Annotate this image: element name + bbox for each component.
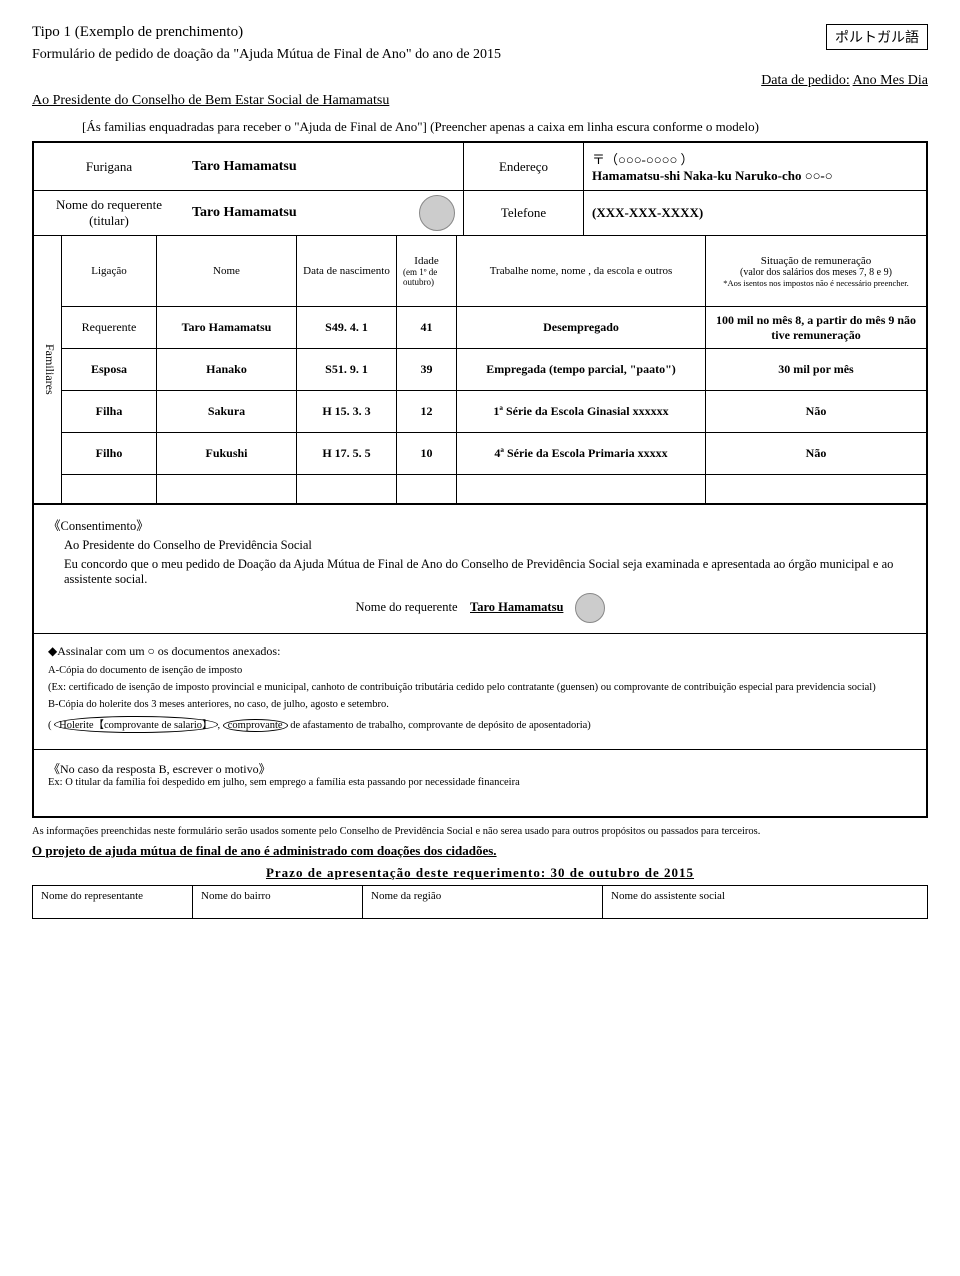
col-idade-1: Idade: [414, 255, 438, 267]
table-row: [157, 475, 297, 503]
nome-label-2: (titular): [89, 213, 129, 229]
table-row: Taro Hamamatsu: [157, 307, 297, 348]
endereco-label: Endereço: [464, 143, 584, 190]
col-trabalho: Trabalhe nome, nome , da escola e outros: [457, 236, 706, 306]
table-row: Fukushi: [157, 433, 297, 474]
bcell-regiao: Nome da região: [363, 886, 603, 918]
date-label: Data de pedido:: [761, 73, 850, 88]
presidente-line: Ao Presidente do Conselho de Bem Estar S…: [32, 93, 928, 109]
table-row: Hanako: [157, 349, 297, 390]
table-row: 10: [397, 433, 457, 474]
docs-b-note: ( Holerite【comprovante de salario】, comp…: [48, 716, 912, 733]
table-row: Filho: [62, 433, 157, 474]
motivo-title: 《No caso da resposta B, escrever o motiv…: [48, 760, 912, 777]
col-data: Data de nascimento: [297, 236, 397, 306]
tipo-label: Tipo 1 (Exemplo de prenchimento): [32, 24, 501, 41]
col-ligacao: Ligação: [62, 236, 157, 306]
table-row: Filha: [62, 391, 157, 432]
oval-mark: Holerite【comprovante de salario】: [54, 716, 217, 733]
oval-mark: comprovante: [223, 719, 288, 732]
table-row: 39: [397, 349, 457, 390]
table-row: Não: [706, 433, 926, 474]
tel-value: (XXX-XXX-XXXX): [584, 191, 926, 235]
date-line: Data de pedido: Ano Mes Dia: [32, 73, 928, 89]
consent-title: 《Consentimento》: [48, 515, 912, 534]
table-row: H 15. 3. 3: [297, 391, 397, 432]
table-row: 4ª Série da Escola Primaria xxxxx: [457, 433, 706, 474]
address-value: Hamamatsu-shi Naka-ku Naruko-cho ○○-○: [592, 168, 833, 184]
bottom-table: Nome do representante Nome do bairro Nom…: [32, 885, 928, 919]
col-nome: Nome: [157, 236, 297, 306]
consent-l1: Ao Presidente do Conselho de Previdência…: [64, 538, 912, 553]
nome-label-1: Nome do requerente: [56, 197, 162, 213]
bcell-representante: Nome do representante: [33, 886, 193, 918]
main-form-box: Furigana Taro Hamamatsu Endereço 〒（○○○-○…: [32, 141, 928, 505]
col-sit-3: *Aos isentos nos impostos não é necessár…: [723, 278, 909, 288]
table-row: Requerente: [62, 307, 157, 348]
col-sit-1: Situação de remuneração: [761, 255, 872, 267]
consent-box: 《Consentimento》 Ao Presidente do Conselh…: [32, 505, 928, 634]
seal-icon: [575, 593, 605, 623]
table-row: Esposa: [62, 349, 157, 390]
table-row: [297, 475, 397, 503]
tel-label: Telefone: [464, 191, 584, 235]
docs-a: A-Cópia do documento de isenção de impos…: [48, 665, 912, 676]
familiares-side-label: Familiares: [34, 236, 62, 503]
table-row: 1ª Série da Escola Ginasial xxxxxx: [457, 391, 706, 432]
table-row: 41: [397, 307, 457, 348]
table-row: 30 mil por mês: [706, 349, 926, 390]
consent-name-value: Taro Hamamatsu: [470, 600, 563, 614]
subtitle: [Ás familias enquadradas para receber o …: [82, 119, 928, 135]
docs-a-note: (Ex: certificado de isenção de imposto p…: [48, 682, 912, 693]
bcell-bairro: Nome do bairro: [193, 886, 363, 918]
table-row: Sakura: [157, 391, 297, 432]
furigana-value: Taro Hamamatsu: [184, 143, 464, 190]
postal-value: 〒（○○○-○○○○ ）: [592, 149, 694, 168]
table-row: Desempregado: [457, 307, 706, 348]
table-row: 100 mil no mês 8, a partir do mês 9 não …: [706, 307, 926, 348]
date-fields: Ano Mes Dia: [853, 73, 928, 88]
furigana-label: Furigana: [34, 143, 184, 190]
table-row: S51. 9. 1: [297, 349, 397, 390]
table-row: S49. 4. 1: [297, 307, 397, 348]
motivo-ex: Ex: O titular da família foi despedido e…: [48, 777, 912, 788]
projeto-line: O projeto de ajuda mútua de final de ano…: [32, 843, 928, 859]
table-row: [397, 475, 457, 503]
table-row: 12: [397, 391, 457, 432]
seal-icon: [419, 195, 455, 231]
family-table: Ligação Nome Data de nascimento Idade (e…: [62, 236, 926, 503]
footer-note: As informações preenchidas neste formulá…: [32, 826, 928, 837]
table-row: [706, 475, 926, 503]
bcell-assistente: Nome do assistente social: [603, 886, 927, 918]
docs-b: B-Cópia do holerite dos 3 meses anterior…: [48, 699, 912, 710]
table-row: Empregada (tempo parcial, "paato"): [457, 349, 706, 390]
formulario-title: Formulário de pedido de doação da "Ajuda…: [32, 47, 501, 63]
table-row: [62, 475, 157, 503]
table-row: H 17. 5. 5: [297, 433, 397, 474]
language-box: ポルトガル語: [826, 24, 928, 50]
table-row: [457, 475, 706, 503]
nome-value: Taro Hamamatsu: [192, 205, 297, 221]
col-idade-2: (em 1º de outubro): [403, 267, 450, 287]
consent-name-label: Nome do requerente: [355, 600, 457, 614]
docs-head: ◆Assinalar com um ○ os documentos anexad…: [48, 644, 912, 659]
col-idade: Idade (em 1º de outubro): [397, 236, 457, 306]
motivo-box: 《No caso da resposta B, escrever o motiv…: [32, 750, 928, 818]
col-situacao: Situação de remuneração (valor dos salár…: [706, 236, 926, 306]
consent-l2: Eu concordo que o meu pedido de Doação d…: [64, 557, 912, 587]
table-row: Não: [706, 391, 926, 432]
docs-box: ◆Assinalar com um ○ os documentos anexad…: [32, 634, 928, 750]
col-sit-2: (valor dos salários dos meses 7, 8 e 9): [740, 267, 892, 278]
prazo-line: Prazo de apresentação deste requerimento…: [32, 865, 928, 881]
